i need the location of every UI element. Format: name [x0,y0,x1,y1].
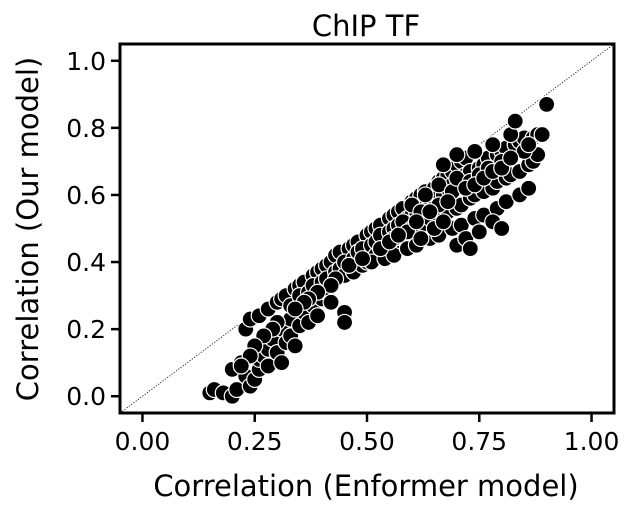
scatter-point [335,313,354,332]
scatter-point [520,136,538,154]
y-tick-label: 0.2 [66,315,106,344]
x-tick-label: 1.00 [564,427,620,456]
scatter-point [416,186,434,204]
y-tick-label: 0.0 [66,382,106,411]
x-tick-label: 0.25 [227,427,283,456]
scatter-point [466,142,484,160]
scatter-point [434,213,452,231]
y-tick-label: 0.8 [66,114,106,143]
y-tick-label: 0.4 [66,248,106,277]
scatter-point [389,226,408,244]
scatter-point [461,240,479,258]
x-axis-title: Correlation (Enformer model) [153,469,578,503]
scatter-point [407,213,425,231]
scatter-point [286,300,304,318]
scatter-point [286,337,304,355]
scatter-point [353,250,372,268]
scatter-point [448,146,466,164]
x-tick-label: 0.75 [451,427,507,456]
scatter-point [232,357,250,375]
scatter-point [340,256,358,274]
y-axis-ticks: 0.0 0.2 0.4 0.6 0.8 1.0 [66,47,120,411]
x-tick-label: 0.00 [115,427,171,456]
scatter-point [470,223,488,241]
scatter-point [439,193,457,211]
scatter-point [273,354,291,372]
chart-title: ChIP TF [312,9,420,43]
y-tick-label: 0.6 [66,181,106,210]
scatter-point [533,125,551,144]
x-axis-ticks: 0.00 0.25 0.50 0.75 1.00 [115,413,620,456]
y-tick-label: 1.0 [66,47,106,76]
scatter-point [538,95,556,113]
plot-area [118,42,616,415]
scatter-point [497,193,515,211]
scatter-point [434,156,452,174]
x-tick-label: 0.50 [339,427,395,456]
scatter-point [484,136,502,154]
scatter-point [421,203,439,221]
scatter-point [520,179,538,197]
scatter-point [502,149,520,167]
scatter-point [493,219,511,238]
scatter-points [201,95,556,405]
y-axis-title: Correlation (Our model) [11,57,45,401]
scatter-point [430,176,448,194]
scatter-point [309,307,327,325]
scatter-point [322,293,340,311]
scatter-point [322,276,340,295]
scatter-point [506,112,524,130]
scatter-point [412,229,430,248]
